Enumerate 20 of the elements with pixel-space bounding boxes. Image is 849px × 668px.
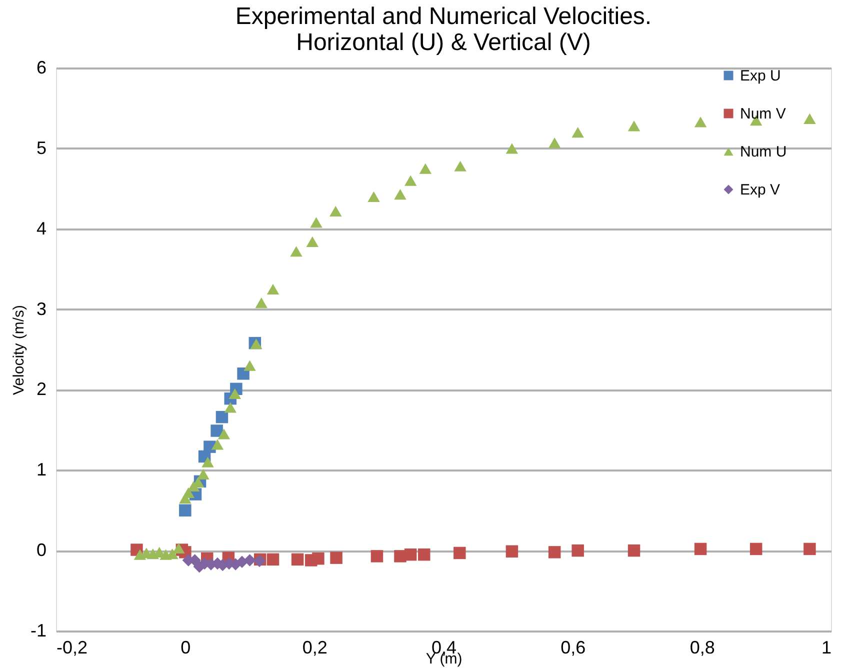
legend-label: Num U [740, 144, 787, 160]
y-tick-label: 5 [36, 138, 46, 158]
y-tick-label: 2 [36, 379, 46, 400]
y-tick-label: 4 [36, 218, 46, 238]
legend-label: Num V [740, 106, 786, 122]
x-tick-label: -0,2 [56, 638, 88, 658]
y-tick-label: -1 [30, 620, 46, 640]
y-tick-label: 3 [36, 298, 46, 319]
chart-title: Experimental and Numerical Velocities. Horizontal (U) & Vertical (V) [235, 3, 652, 56]
y-axis-title: Velocity (m/s) [10, 304, 28, 396]
x-tick-label: 1 [821, 638, 832, 658]
x-tick-label: 0,8 [690, 638, 715, 658]
legend-label: Exp V [740, 182, 780, 198]
y-tick-label: 1 [36, 460, 46, 480]
y-tick-label: 0 [36, 540, 46, 560]
y-tick-label: 6 [36, 58, 46, 78]
x-tick-label: 0 [180, 638, 191, 658]
x-tick-label: 0,2 [302, 638, 328, 658]
legend-label: Exp U [740, 68, 781, 84]
x-tick-label: 0,6 [560, 638, 586, 658]
